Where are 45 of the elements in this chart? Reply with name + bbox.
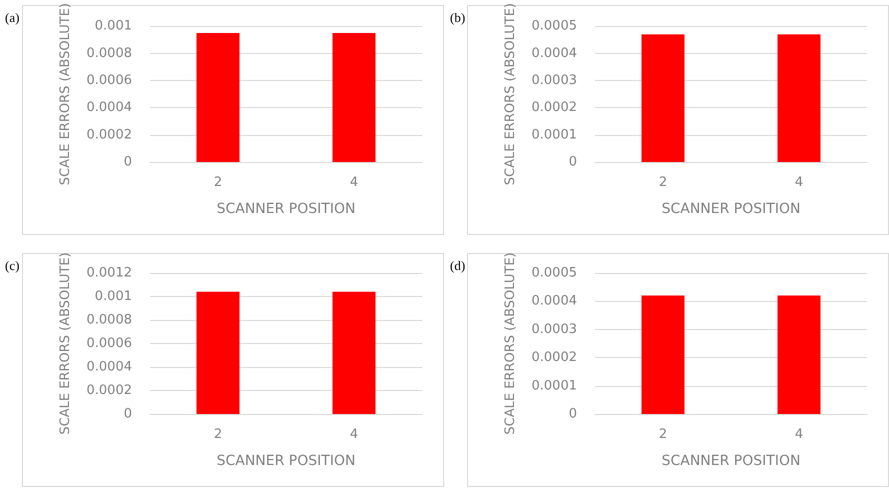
- y-tick-label: 0: [124, 154, 132, 170]
- y-tick-label: 0.0006: [86, 336, 132, 351]
- y-tick-label: 0: [568, 406, 577, 422]
- y-tick-label: 0.0006: [86, 73, 132, 88]
- y-tick-label: 0.0002: [532, 100, 577, 116]
- y-axis-title: SCALE ERRORS (ABSOLUTE): [503, 3, 518, 186]
- x-axis-title: SCANNER POSITION: [662, 201, 800, 217]
- y-tick-label: 0.0004: [86, 360, 132, 374]
- y-tick-label: 0: [124, 406, 132, 422]
- x-tick-label: 2: [658, 175, 668, 190]
- y-tick-label: 0.0005: [532, 18, 577, 34]
- y-tick-label: 0.001: [94, 289, 132, 304]
- x-tick-label: 4: [350, 427, 358, 442]
- text: (d): [450, 258, 466, 273]
- y-tick-label: 0.001: [94, 18, 132, 34]
- y-tick-label: 0.0002: [532, 350, 577, 366]
- y-tick-label: 0.0001: [532, 127, 577, 142]
- y-tick-label: 0.0004: [532, 294, 577, 309]
- x-tick-label: 4: [350, 175, 358, 190]
- text: (b): [450, 10, 466, 25]
- text: (a): [5, 10, 20, 25]
- y-tick-label: 0.0004: [86, 100, 132, 116]
- y-axis-title: SCALE ERRORS (ABSOLUTE): [58, 3, 73, 186]
- x-axis-title: SCANNER POSITION: [216, 453, 356, 469]
- y-axis-title: SCALE ERRORS (ABSOLUTE): [58, 252, 73, 435]
- y-tick-label: 0: [568, 154, 577, 170]
- y-tick-label: 0.0008: [86, 46, 132, 61]
- y-tick-label: 0.0005: [532, 266, 577, 280]
- y-tick-label: 0.0004: [532, 46, 577, 61]
- y-axis-title: SCALE ERRORS (ABSOLUTE): [503, 252, 518, 435]
- x-axis-title: SCANNER POSITION: [216, 201, 356, 217]
- y-tick-label: 0.0002: [86, 383, 132, 398]
- x-tick-label: 2: [214, 427, 222, 442]
- text: (c): [5, 258, 20, 273]
- x-axis-title: SCANNER POSITION: [662, 453, 800, 469]
- x-tick-label: 2: [658, 427, 668, 442]
- x-tick-label: 2: [214, 175, 222, 190]
- y-tick-label: 0.0008: [86, 312, 132, 328]
- y-tick-label: 0.0012: [86, 266, 132, 280]
- y-tick-label: 0.0003: [532, 73, 577, 88]
- y-tick-label: 0.0002: [86, 127, 132, 142]
- x-tick-label: 4: [794, 427, 804, 442]
- y-tick-label: 0.0001: [532, 378, 577, 394]
- y-tick-label: 0.0003: [532, 322, 577, 337]
- x-tick-label: 4: [794, 175, 804, 190]
